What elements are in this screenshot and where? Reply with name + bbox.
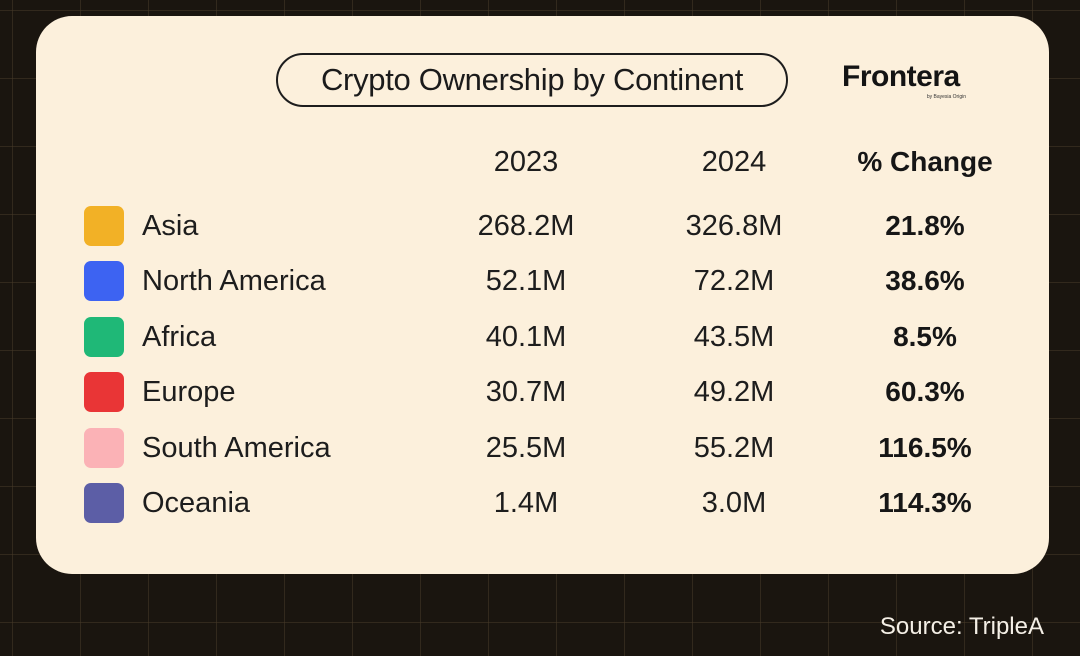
cell-south-america-2024: 55.2M bbox=[693, 432, 775, 464]
table-card: Crypto Ownership by Continent Frontera b… bbox=[36, 16, 1049, 574]
legend-swatch-oceania bbox=[84, 483, 124, 523]
cell-africa-pct-change: 8.5% bbox=[893, 321, 957, 352]
column-header-2023: 2023 bbox=[493, 146, 559, 178]
cell-oceania-2023: 1.4M bbox=[493, 487, 559, 519]
cell-africa-2024: 43.5M bbox=[693, 321, 775, 353]
cell-europe-pct-change: 60.3% bbox=[885, 376, 965, 407]
column-header-pct-change: % Change bbox=[857, 146, 993, 177]
legend-swatch-north-america bbox=[84, 261, 124, 301]
row-label-africa: Africa bbox=[142, 321, 217, 353]
cell-north-america-pct-change: 38.6% bbox=[885, 265, 965, 296]
column-header-2024: 2024 bbox=[701, 146, 767, 178]
cell-asia-2023: 268.2M bbox=[477, 210, 575, 242]
cell-europe-2023: 30.7M bbox=[485, 376, 567, 408]
row-label-north-america: North America bbox=[142, 265, 326, 297]
row-label-europe: Europe bbox=[142, 376, 236, 408]
cell-north-america-2023: 52.1M bbox=[485, 265, 567, 297]
source-note: Source: TripleA bbox=[879, 613, 1044, 640]
cell-south-america-2023: 25.5M bbox=[485, 432, 567, 464]
brand-name: Frontera bbox=[842, 60, 960, 93]
legend-swatch-asia bbox=[84, 206, 124, 246]
cell-oceania-2024: 3.0M bbox=[701, 487, 767, 519]
brand-logo: Frontera by Bayesia Origin bbox=[842, 60, 972, 100]
cell-south-america-pct-change: 116.5% bbox=[878, 432, 972, 463]
cell-oceania-pct-change: 114.3% bbox=[878, 487, 972, 518]
cell-africa-2023: 40.1M bbox=[485, 321, 567, 353]
row-label-oceania: Oceania bbox=[142, 487, 251, 519]
cell-asia-pct-change: 21.8% bbox=[885, 210, 965, 241]
row-label-asia: Asia bbox=[142, 210, 199, 242]
cell-north-america-2024: 72.2M bbox=[693, 265, 775, 297]
cell-europe-2024: 49.2M bbox=[693, 376, 775, 408]
row-label-south-america: South America bbox=[142, 432, 331, 464]
brand-tagline: by Bayesia Origin bbox=[926, 94, 966, 100]
chart-title: Crypto Ownership by Continent bbox=[276, 53, 788, 107]
legend-swatch-europe bbox=[84, 372, 124, 412]
legend-swatch-south-america bbox=[84, 428, 124, 468]
legend-swatch-africa bbox=[84, 317, 124, 357]
cell-asia-2024: 326.8M bbox=[685, 210, 783, 242]
